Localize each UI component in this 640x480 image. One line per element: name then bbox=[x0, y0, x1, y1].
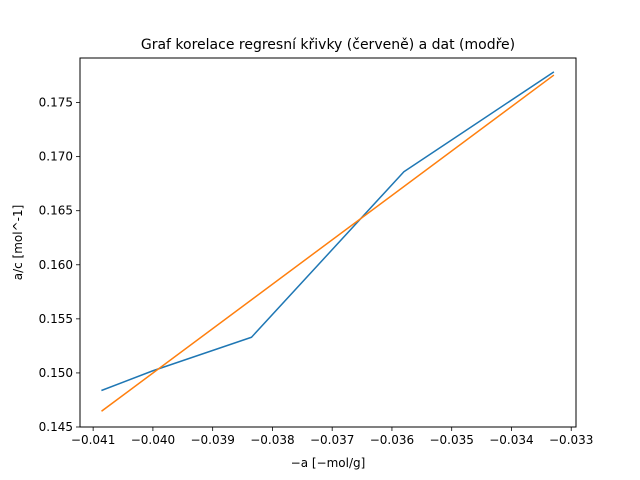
series-0-line bbox=[101, 71, 555, 392]
plot-frame bbox=[79, 57, 577, 428]
y-tick-label: 0.150 bbox=[39, 366, 73, 380]
x-tick-label: −0.037 bbox=[310, 433, 354, 447]
y-tick-label: 0.165 bbox=[39, 204, 73, 218]
y-axis: 0.145 0.150 0.155 0.160 0.165 0.170 0.175 bbox=[39, 96, 80, 434]
x-tick-label: −0.039 bbox=[190, 433, 234, 447]
y-tick-label: 0.155 bbox=[39, 312, 73, 326]
y-axis-label: a/c [mol^-1] bbox=[11, 205, 25, 281]
x-tick-label: −0.038 bbox=[250, 433, 294, 447]
y-tick-label: 0.175 bbox=[39, 96, 73, 110]
x-tick-label: −0.035 bbox=[429, 433, 473, 447]
x-axis: −0.041 −0.040 −0.039 −0.038 −0.037 −0.036 −0.0… bbox=[71, 427, 593, 447]
y-tick-label: 0.170 bbox=[39, 150, 73, 164]
series-1-line bbox=[101, 74, 555, 412]
x-tick-label: −0.034 bbox=[489, 433, 533, 447]
x-axis-label: −a [−mol/g] bbox=[291, 456, 366, 470]
x-tick-label: −0.041 bbox=[71, 433, 115, 447]
x-tick-label: −0.036 bbox=[370, 433, 414, 447]
series-layer bbox=[101, 71, 555, 412]
y-tick-label: 0.145 bbox=[39, 420, 73, 434]
chart-title: Graf korelace regresní křivky (červeně) … bbox=[141, 37, 515, 53]
x-tick-label: −0.033 bbox=[549, 433, 593, 447]
x-tick-label: −0.040 bbox=[131, 433, 175, 447]
y-tick-label: 0.160 bbox=[39, 258, 73, 272]
